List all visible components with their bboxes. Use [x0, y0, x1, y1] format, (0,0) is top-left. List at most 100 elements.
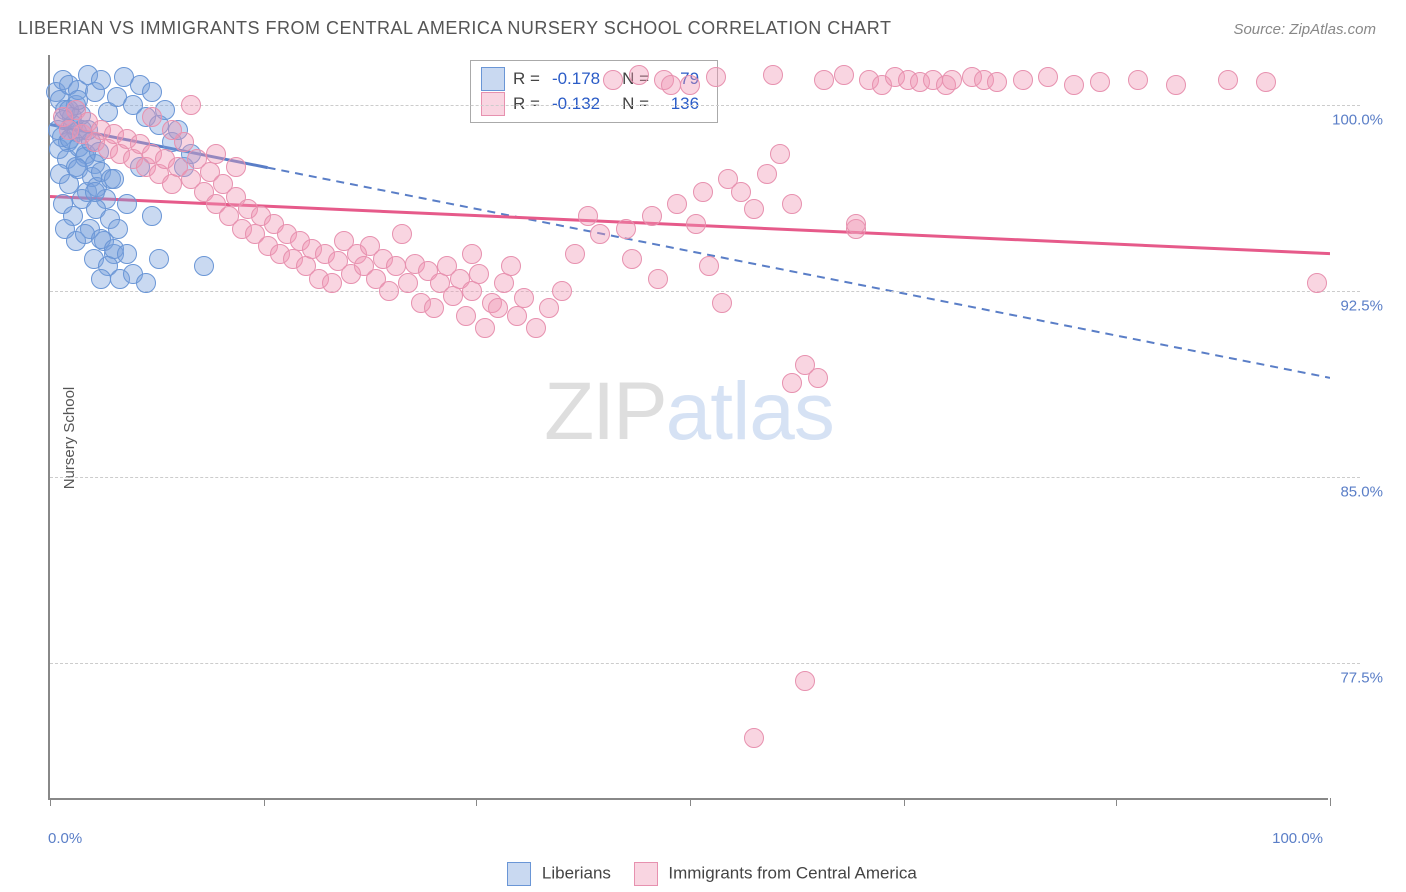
stats-box: R =-0.178N =79R =-0.132N =136 [470, 60, 718, 123]
bottom-legend: Liberians Immigrants from Central Americ… [0, 862, 1406, 886]
point-central-america [661, 75, 681, 95]
point-central-america [648, 269, 668, 289]
point-liberians [117, 244, 137, 264]
point-central-america [680, 75, 700, 95]
point-central-america [1064, 75, 1084, 95]
point-central-america [392, 224, 412, 244]
point-central-america [616, 219, 636, 239]
point-central-america [706, 67, 726, 87]
stats-r-label: R = [513, 67, 540, 92]
point-central-america [469, 264, 489, 284]
x-tick [50, 798, 51, 806]
stats-r-value: -0.178 [552, 67, 600, 92]
point-central-america [987, 72, 1007, 92]
y-tick-label: 100.0% [1332, 111, 1383, 128]
x-tick [264, 798, 265, 806]
point-liberians [142, 206, 162, 226]
gridline-h [50, 477, 1360, 478]
point-central-america [834, 65, 854, 85]
point-central-america [1256, 72, 1276, 92]
x-tick [476, 798, 477, 806]
point-central-america [782, 194, 802, 214]
point-central-america [539, 298, 559, 318]
point-central-america [443, 286, 463, 306]
point-central-america [1128, 70, 1148, 90]
point-central-america [795, 671, 815, 691]
point-central-america [770, 144, 790, 164]
point-central-america [322, 273, 342, 293]
point-central-america [744, 728, 764, 748]
point-central-america [1038, 67, 1058, 87]
point-central-america [565, 244, 585, 264]
plot-area: ZIPatlas R =-0.178N =79R =-0.132N =136 7… [48, 55, 1328, 800]
point-central-america [462, 281, 482, 301]
point-central-america [494, 273, 514, 293]
point-central-america [181, 95, 201, 115]
point-central-america [226, 157, 246, 177]
x-tick [690, 798, 691, 806]
point-central-america [1307, 273, 1327, 293]
point-central-america [808, 368, 828, 388]
gridline-h [50, 663, 1360, 664]
point-central-america [846, 214, 866, 234]
legend-swatch-2 [634, 862, 658, 886]
point-central-america [814, 70, 834, 90]
stats-swatch [481, 67, 505, 91]
point-liberians [142, 82, 162, 102]
point-central-america [507, 306, 527, 326]
point-central-america [162, 174, 182, 194]
point-central-america [1218, 70, 1238, 90]
point-central-america [398, 273, 418, 293]
source-label: Source: ZipAtlas.com [1233, 21, 1376, 38]
point-central-america [757, 164, 777, 184]
point-central-america [526, 318, 546, 338]
point-central-america [699, 256, 719, 276]
point-central-america [514, 288, 534, 308]
point-liberians [149, 249, 169, 269]
x-tick [1116, 798, 1117, 806]
point-central-america [763, 65, 783, 85]
point-central-america [942, 70, 962, 90]
x-axis-right-label: 100.0% [1272, 830, 1323, 847]
point-central-america [142, 107, 162, 127]
watermark-part1: ZIP [544, 366, 666, 457]
gridline-h [50, 105, 1360, 106]
point-central-america [622, 249, 642, 269]
point-central-america [578, 206, 598, 226]
point-liberians [117, 194, 137, 214]
point-central-america [379, 281, 399, 301]
point-liberians [85, 182, 105, 202]
point-central-america [552, 281, 572, 301]
x-tick [1330, 798, 1331, 806]
point-central-america [731, 182, 751, 202]
point-liberians [136, 273, 156, 293]
point-central-america [642, 206, 662, 226]
legend-label-1: Liberians [542, 863, 611, 882]
point-central-america [744, 199, 764, 219]
point-liberians [104, 169, 124, 189]
point-central-america [686, 214, 706, 234]
legend-label-2: Immigrants from Central America [668, 863, 916, 882]
point-central-america [386, 256, 406, 276]
point-central-america [667, 194, 687, 214]
x-axis-left-label: 0.0% [48, 830, 82, 847]
chart-title: LIBERIAN VS IMMIGRANTS FROM CENTRAL AMER… [18, 18, 891, 39]
point-central-america [1090, 72, 1110, 92]
point-central-america [488, 298, 508, 318]
point-central-america [424, 298, 444, 318]
legend-swatch-1 [507, 862, 531, 886]
point-central-america [782, 373, 802, 393]
point-central-america [1166, 75, 1186, 95]
x-tick [904, 798, 905, 806]
point-central-america [501, 256, 521, 276]
point-central-america [693, 182, 713, 202]
point-liberians [91, 70, 111, 90]
point-central-america [475, 318, 495, 338]
point-central-america [462, 244, 482, 264]
point-central-america [1013, 70, 1033, 90]
point-central-america [162, 120, 182, 140]
y-tick-label: 92.5% [1340, 297, 1383, 314]
point-central-america [590, 224, 610, 244]
point-liberians [91, 269, 111, 289]
chart-container: Nursery School ZIPatlas R =-0.178N =79R … [48, 55, 1378, 820]
